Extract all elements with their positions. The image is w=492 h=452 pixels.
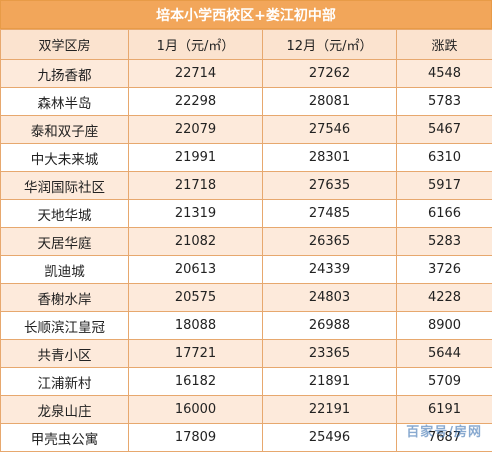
- cell-change: 5644: [397, 340, 492, 368]
- cell-jan-price: 18088: [129, 312, 263, 340]
- header-row: 双学区房 1月（元/㎡） 12月（元/㎡） 涨跌: [1, 30, 492, 60]
- cell-community: 凯迪城: [1, 256, 129, 284]
- cell-dec-price: 26988: [263, 312, 397, 340]
- cell-jan-price: 22714: [129, 60, 263, 88]
- cell-dec-price: 24339: [263, 256, 397, 284]
- cell-community: 长顺滨江皇冠: [1, 312, 129, 340]
- cell-change: 4228: [397, 284, 492, 312]
- header-dec-price: 12月（元/㎡）: [263, 30, 397, 60]
- cell-dec-price: 23365: [263, 340, 397, 368]
- cell-community: 共青小区: [1, 340, 129, 368]
- cell-dec-price: 24803: [263, 284, 397, 312]
- cell-dec-price: 27635: [263, 172, 397, 200]
- cell-dec-price: 27262: [263, 60, 397, 88]
- cell-dec-price: 26365: [263, 228, 397, 256]
- header-community: 双学区房: [1, 30, 129, 60]
- cell-jan-price: 22298: [129, 88, 263, 116]
- cell-jan-price: 21991: [129, 144, 263, 172]
- cell-community: 龙泉山庄: [1, 396, 129, 424]
- cell-dec-price: 22191: [263, 396, 397, 424]
- cell-dec-price: 25496: [263, 424, 397, 452]
- cell-jan-price: 20613: [129, 256, 263, 284]
- cell-community: 天居华庭: [1, 228, 129, 256]
- cell-change: 5467: [397, 116, 492, 144]
- cell-community: 香榭水岸: [1, 284, 129, 312]
- cell-community: 华润国际社区: [1, 172, 129, 200]
- cell-jan-price: 20575: [129, 284, 263, 312]
- cell-community: 九扬香都: [1, 60, 129, 88]
- cell-jan-price: 17809: [129, 424, 263, 452]
- cell-jan-price: 17721: [129, 340, 263, 368]
- cell-change: 6191: [397, 396, 492, 424]
- cell-change: 3726: [397, 256, 492, 284]
- cell-jan-price: 21319: [129, 200, 263, 228]
- table-title: 培本小学西校区+娄江初中部: [0, 0, 492, 29]
- cell-community: 甲壳虫公寓: [1, 424, 129, 452]
- cell-community: 森林半岛: [1, 88, 129, 116]
- cell-change: 5917: [397, 172, 492, 200]
- cell-dec-price: 28081: [263, 88, 397, 116]
- cell-dec-price: 27546: [263, 116, 397, 144]
- cell-jan-price: 16182: [129, 368, 263, 396]
- cell-dec-price: 21891: [263, 368, 397, 396]
- cell-change: 5783: [397, 88, 492, 116]
- cell-change: 5283: [397, 228, 492, 256]
- cell-change: 6166: [397, 200, 492, 228]
- header-jan-price: 1月（元/㎡）: [129, 30, 263, 60]
- watermark: 百家号/房网: [406, 421, 482, 440]
- cell-community: 天地华城: [1, 200, 129, 228]
- cell-jan-price: 21718: [129, 172, 263, 200]
- cell-community: 泰和双子座: [1, 116, 129, 144]
- cell-jan-price: 22079: [129, 116, 263, 144]
- cell-change: 4548: [397, 60, 492, 88]
- cell-change: 8900: [397, 312, 492, 340]
- header-change: 涨跌: [397, 30, 492, 60]
- cell-jan-price: 21082: [129, 228, 263, 256]
- cell-change: 5709: [397, 368, 492, 396]
- cell-dec-price: 28301: [263, 144, 397, 172]
- cell-community: 江浦新村: [1, 368, 129, 396]
- cell-jan-price: 16000: [129, 396, 263, 424]
- cell-community: 中大未来城: [1, 144, 129, 172]
- cell-change: 6310: [397, 144, 492, 172]
- cell-dec-price: 27485: [263, 200, 397, 228]
